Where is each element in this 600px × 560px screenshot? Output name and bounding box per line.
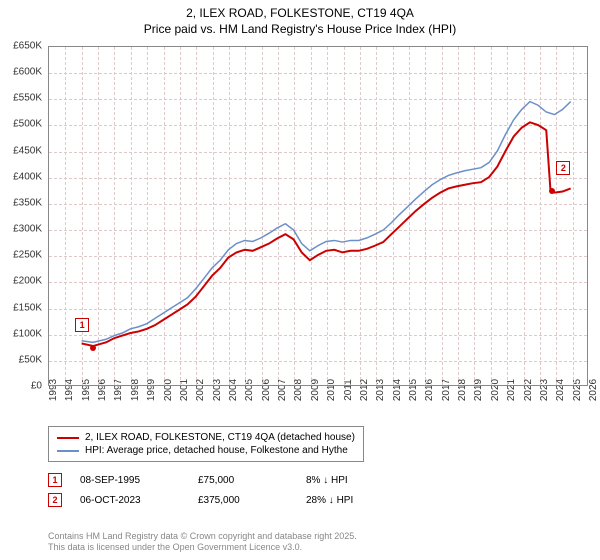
y-tick-label: £350K xyxy=(13,197,42,208)
row-price: £75,000 xyxy=(198,475,288,486)
transaction-dot xyxy=(549,188,555,194)
legend-swatch xyxy=(57,437,79,439)
x-tick-label: 2026 xyxy=(588,379,599,401)
legend-swatch xyxy=(57,450,79,452)
transaction-dot xyxy=(90,345,96,351)
y-tick-label: £400K xyxy=(13,171,42,182)
y-tick-label: £300K xyxy=(13,224,42,235)
table-row: 2 06-OCT-2023 £375,000 28% ↓ HPI xyxy=(48,490,416,510)
title-subtitle: Price paid vs. HM Land Registry's House … xyxy=(0,22,600,38)
legend-item: HPI: Average price, detached house, Folk… xyxy=(57,444,355,457)
chart-container: 2, ILEX ROAD, FOLKESTONE, CT19 4QA Price… xyxy=(0,0,600,560)
y-tick-label: £550K xyxy=(13,93,42,104)
y-tick-label: £500K xyxy=(13,119,42,130)
chart-title: 2, ILEX ROAD, FOLKESTONE, CT19 4QA Price… xyxy=(0,0,600,37)
y-tick-label: £200K xyxy=(13,276,42,287)
transaction-marker: 2 xyxy=(556,161,570,175)
y-tick-label: £450K xyxy=(13,145,42,156)
title-address: 2, ILEX ROAD, FOLKESTONE, CT19 4QA xyxy=(0,6,600,22)
row-delta: 28% ↓ HPI xyxy=(306,495,416,506)
footer-line1: Contains HM Land Registry data © Crown c… xyxy=(48,531,357,543)
series-line xyxy=(82,102,571,343)
legend-item: 2, ILEX ROAD, FOLKESTONE, CT19 4QA (deta… xyxy=(57,431,355,444)
transaction-marker: 1 xyxy=(75,318,89,332)
y-tick-label: £100K xyxy=(13,328,42,339)
row-price: £375,000 xyxy=(198,495,288,506)
chart-area: £0£50K£100K£150K£200K£250K£300K£350K£400… xyxy=(48,46,588,386)
row-delta: 8% ↓ HPI xyxy=(306,475,416,486)
transaction-table: 1 08-SEP-1995 £75,000 8% ↓ HPI 2 06-OCT-2023 £… xyxy=(48,470,416,510)
y-tick-label: £250K xyxy=(13,250,42,261)
footer-attribution: Contains HM Land Registry data © Crown c… xyxy=(48,531,357,554)
row-marker: 1 xyxy=(48,473,62,487)
footer-line2: This data is licensed under the Open Gov… xyxy=(48,542,357,554)
row-marker: 2 xyxy=(48,493,62,507)
y-tick-label: £150K xyxy=(13,302,42,313)
legend-label: 2, ILEX ROAD, FOLKESTONE, CT19 4QA (deta… xyxy=(85,432,355,443)
row-date: 08-SEP-1995 xyxy=(80,475,180,486)
table-row: 1 08-SEP-1995 £75,000 8% ↓ HPI xyxy=(48,470,416,490)
y-tick-label: £600K xyxy=(13,67,42,78)
legend-label: HPI: Average price, detached house, Folk… xyxy=(85,445,348,456)
plot-area: 12 xyxy=(48,46,588,386)
series-line xyxy=(82,122,571,346)
legend: 2, ILEX ROAD, FOLKESTONE, CT19 4QA (deta… xyxy=(48,426,364,462)
y-tick-label: £650K xyxy=(13,41,42,52)
y-tick-label: £0 xyxy=(31,381,42,392)
line-series xyxy=(49,47,587,385)
y-tick-label: £50K xyxy=(19,354,42,365)
row-date: 06-OCT-2023 xyxy=(80,495,180,506)
